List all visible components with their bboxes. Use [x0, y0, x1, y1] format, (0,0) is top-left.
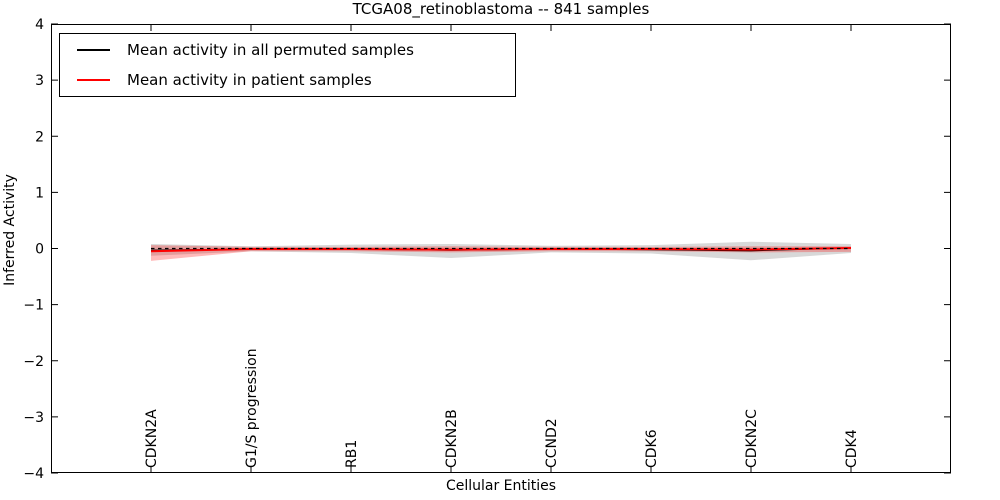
y-tick-label: 2	[35, 129, 44, 145]
legend-item-permuted: Mean activity in all permuted samples	[77, 37, 515, 63]
x-tick-label: CCND2	[544, 418, 560, 468]
y-tick-label: −2	[23, 354, 44, 370]
x-tick-label: CDKN2A	[144, 409, 160, 468]
x-tick-label: CDKN2C	[744, 409, 760, 468]
x-tick-label: CDK6	[644, 429, 660, 468]
legend: Mean activity in all permuted samples Me…	[59, 33, 516, 97]
x-tick-label: CDK4	[844, 429, 860, 468]
y-tick-label: −1	[23, 298, 44, 314]
line-series-patient-mean	[150, 246, 852, 253]
x-tick-label: CDKN2B	[444, 409, 460, 468]
x-tick-label: G1/S progression	[244, 348, 260, 468]
y-tick-label: −3	[23, 410, 44, 426]
legend-label-patient: Mean activity in patient samples	[127, 70, 372, 89]
x-tick-label: RB1	[344, 440, 360, 468]
legend-line-patient-icon	[77, 78, 110, 81]
y-tick-label: 4	[35, 17, 44, 33]
x-axis-title: Cellular Entities	[445, 478, 557, 494]
y-tick-label: 3	[35, 73, 44, 89]
y-tick-label: 1	[35, 185, 44, 201]
legend-label-permuted: Mean activity in all permuted samples	[127, 41, 414, 60]
legend-item-patient: Mean activity in patient samples	[77, 67, 515, 93]
y-tick-label: −4	[23, 466, 44, 482]
y-tick-label: 0	[35, 242, 44, 258]
band-permuted-samples-std-band	[151, 241, 851, 261]
chart-title: TCGA08_retinoblastoma -- 841 samples	[352, 0, 650, 18]
legend-line-permuted-icon	[77, 49, 110, 52]
